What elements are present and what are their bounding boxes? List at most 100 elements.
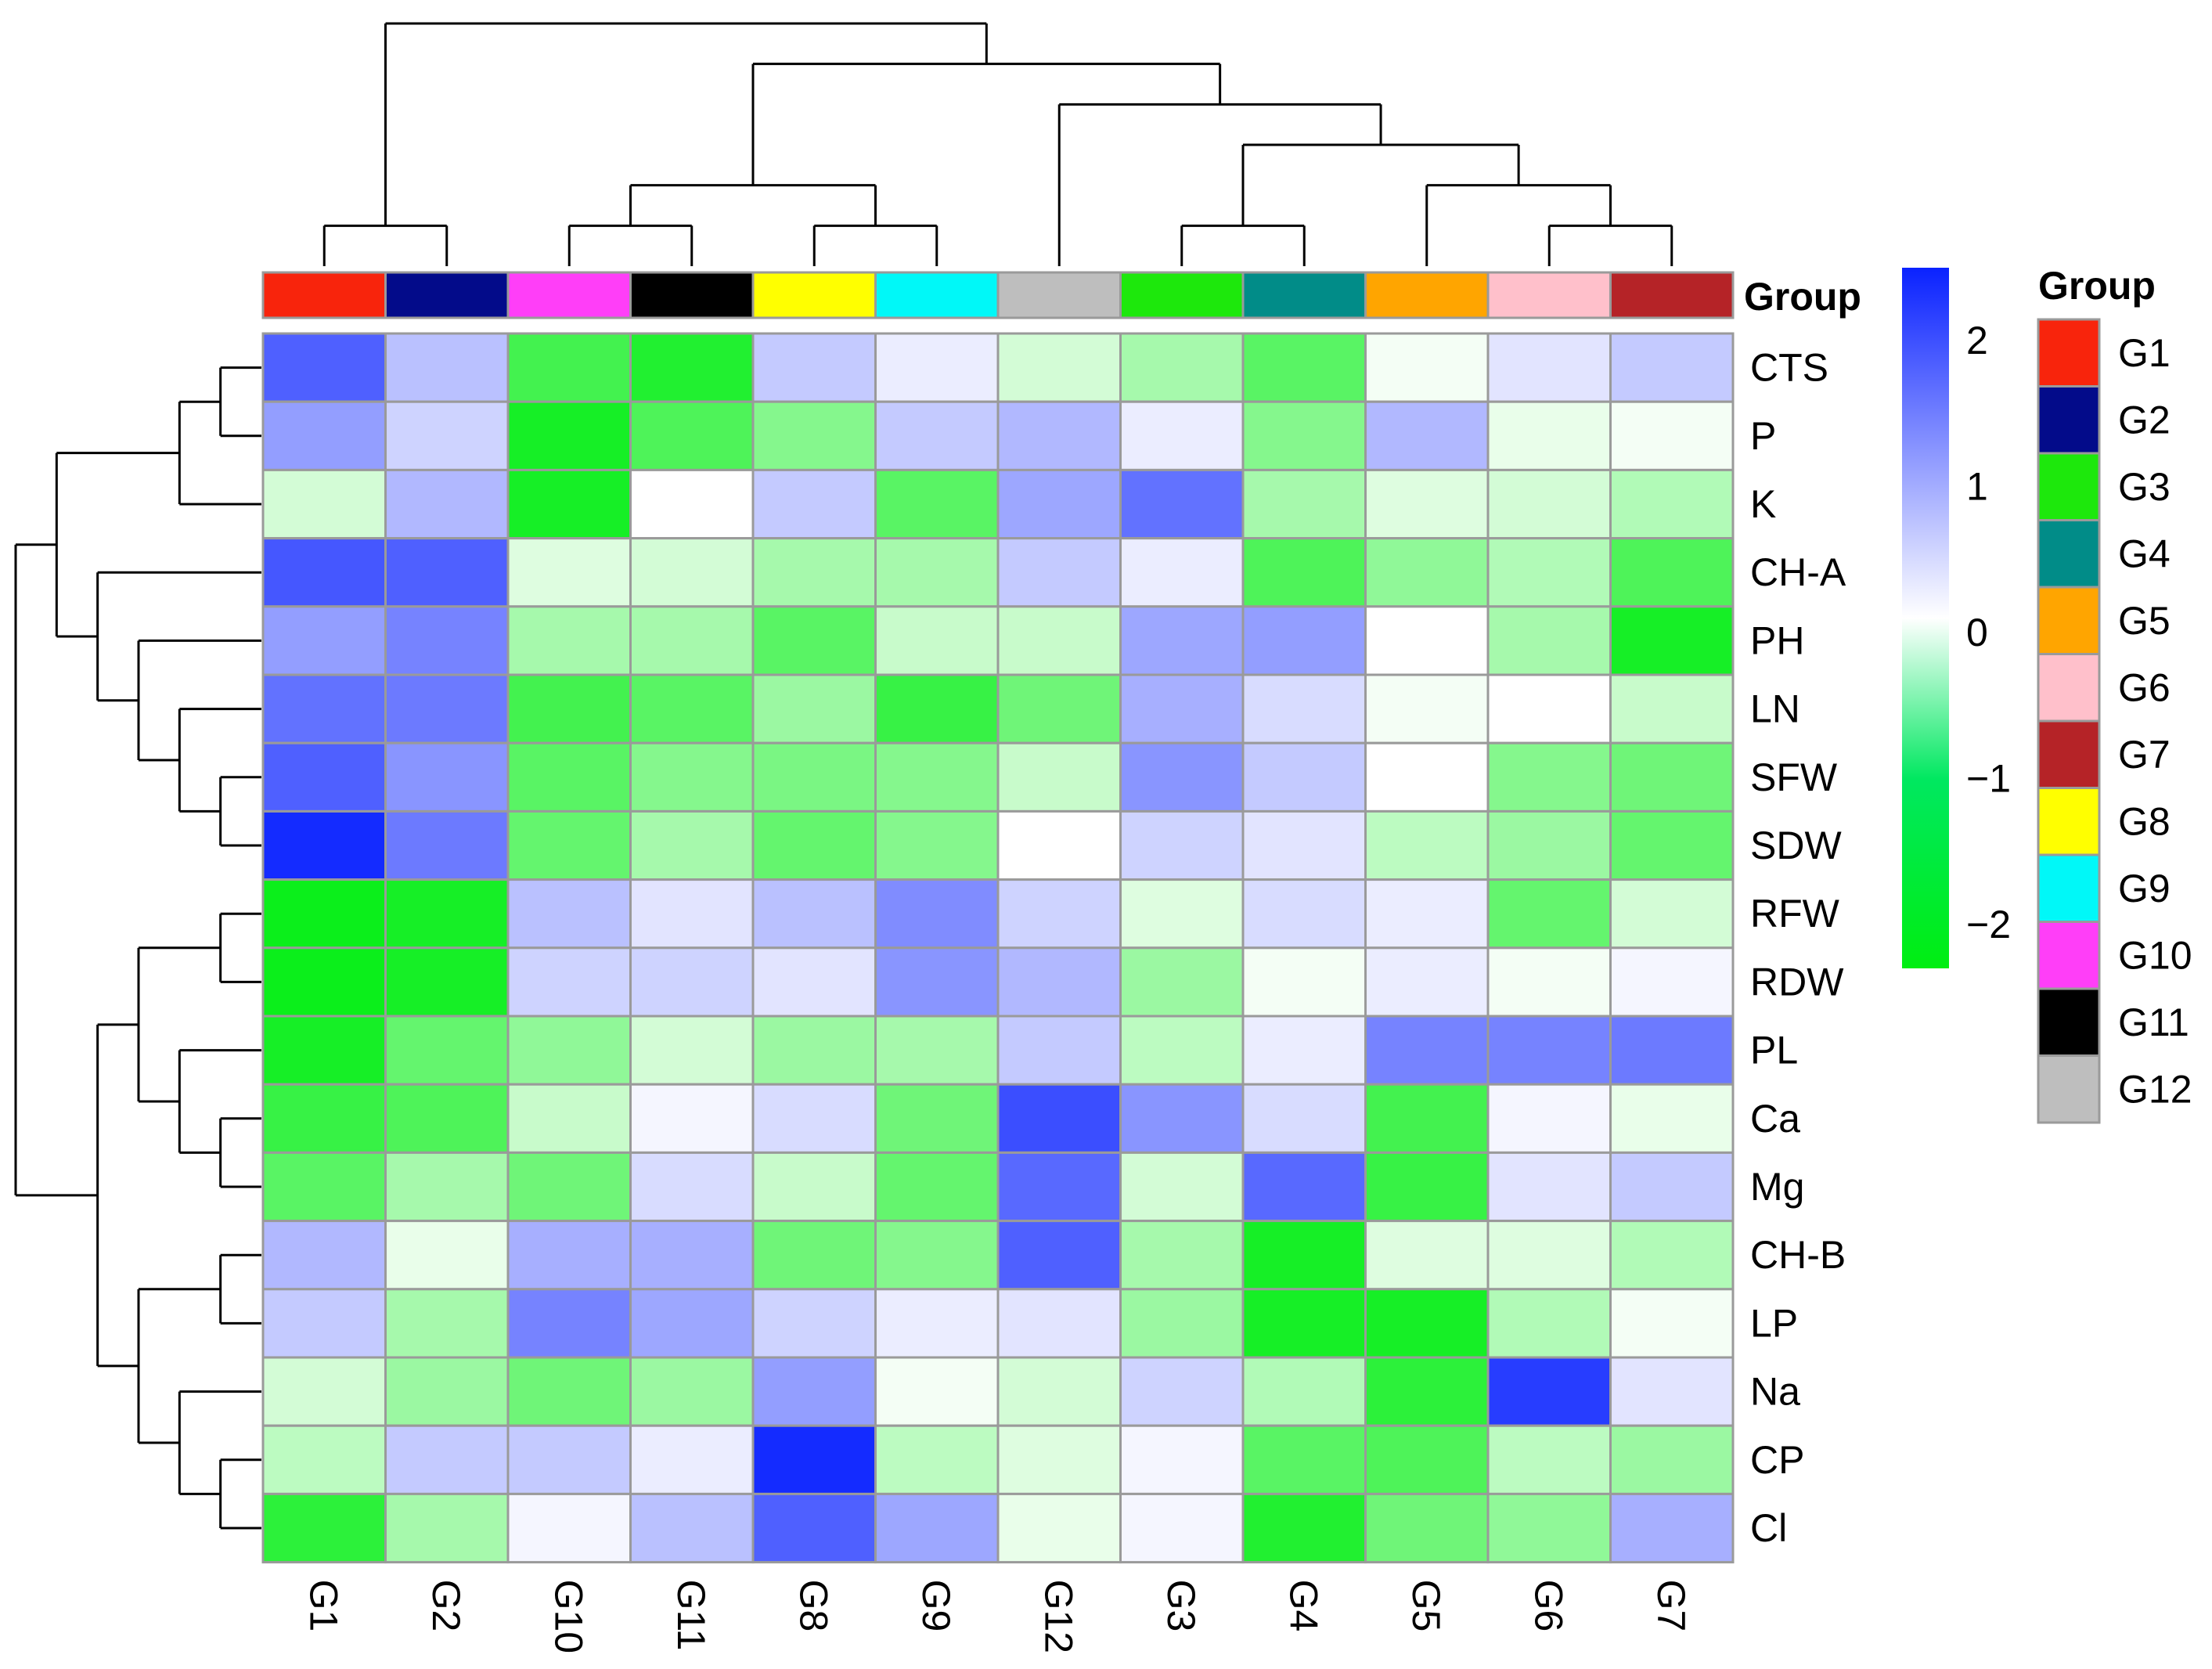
heatmap-cell <box>1241 878 1367 950</box>
legend-label: G2 <box>2118 398 2171 442</box>
heatmap-cell <box>751 741 877 813</box>
heatmap-cell <box>506 1356 632 1427</box>
heatmap-cell <box>384 1015 510 1086</box>
heatmap-cell <box>996 1288 1122 1359</box>
heatmap-cell <box>1486 1492 1612 1564</box>
color-scale-gradient <box>1902 268 1949 968</box>
heatmap-cell <box>751 605 877 676</box>
heatmap-cell <box>629 673 755 744</box>
heatmap-cell <box>1486 1015 1612 1086</box>
heatmap-cell <box>384 946 510 1018</box>
heatmap-cell <box>261 1015 387 1086</box>
group-annotation-cell <box>1609 271 1735 319</box>
heatmap-cell <box>1609 1151 1735 1223</box>
legend-swatch <box>2037 787 2101 856</box>
heatmap-cell <box>261 605 387 676</box>
heatmap-cell <box>506 605 632 676</box>
heatmap-cell <box>1241 332 1367 403</box>
row-label: PH <box>1750 618 1804 662</box>
column-label: G11 <box>669 1580 713 1651</box>
group-annotation-cell <box>1364 271 1490 319</box>
heatmap-cell <box>1241 605 1367 676</box>
heatmap-cell <box>629 1220 755 1291</box>
heatmap-cell <box>751 946 877 1018</box>
group-annotation-cell <box>1486 271 1612 319</box>
heatmap-cell <box>874 1356 1000 1427</box>
heatmap-cell <box>751 1220 877 1291</box>
legend-swatch <box>2037 318 2101 388</box>
heatmap-cell <box>1119 878 1245 950</box>
heatmap-cell <box>751 1288 877 1359</box>
heatmap-cell <box>1364 1424 1490 1495</box>
heatmap-cell <box>629 809 755 881</box>
heatmap-cell <box>261 1151 387 1223</box>
heatmap-cell <box>874 1492 1000 1564</box>
heatmap-cell <box>629 400 755 471</box>
group-legend: G1 G2 G3 G4 G5 G6 G7 G8 G9 G10 G11 G12 <box>2037 318 2192 1124</box>
heatmap-cell <box>1241 946 1367 1018</box>
heatmap-cell <box>506 537 632 608</box>
heatmap-cell <box>751 809 877 881</box>
heatmap-cell <box>874 878 1000 950</box>
legend-swatch <box>2037 921 2101 990</box>
heatmap-cell <box>1609 741 1735 813</box>
heatmap-cell <box>506 1492 632 1564</box>
heatmap-cell <box>874 332 1000 403</box>
heatmap-cell <box>751 1015 877 1086</box>
heatmap-cell <box>261 332 387 403</box>
heatmap-cell <box>261 878 387 950</box>
group-annotation-cell <box>1119 271 1245 319</box>
heatmap-cell <box>1241 1220 1367 1291</box>
heatmap-cell <box>384 673 510 744</box>
heatmap-cell <box>629 332 755 403</box>
heatmap-cell <box>629 1424 755 1495</box>
legend-label: G3 <box>2118 465 2171 509</box>
heatmap-cell <box>1119 1015 1245 1086</box>
heatmap-cell <box>1241 1424 1367 1495</box>
heatmap-cell <box>629 1083 755 1154</box>
color-scale-tick-label: 0 <box>1966 611 1988 654</box>
heatmap-cell <box>751 1083 877 1154</box>
heatmap-cell <box>1119 741 1245 813</box>
legend-label: G10 <box>2118 933 2192 977</box>
heatmap-cell <box>1119 1220 1245 1291</box>
legend-label: G5 <box>2118 599 2171 643</box>
heatmap-cell <box>629 1492 755 1564</box>
legend-label: G1 <box>2118 331 2171 375</box>
row-label: CTS <box>1750 346 1828 390</box>
heatmap-cell <box>384 332 510 403</box>
heatmap-cell <box>384 1492 510 1564</box>
heatmap-cell <box>751 400 877 471</box>
heatmap-cell <box>261 468 387 540</box>
column-label: G2 <box>424 1580 468 1632</box>
heatmap-cell <box>751 332 877 403</box>
heatmap-cell <box>874 1083 1000 1154</box>
heatmap-cell <box>1364 605 1490 676</box>
heatmap-cell <box>1609 1356 1735 1427</box>
column-label: G6 <box>1526 1580 1570 1632</box>
heatmap-cell <box>751 537 877 608</box>
heatmap-cell <box>874 605 1000 676</box>
group-annotation-cell <box>874 271 1000 319</box>
heatmap-cell <box>1364 1356 1490 1427</box>
heatmap-cell <box>1241 809 1367 881</box>
heatmap-cell <box>996 1151 1122 1223</box>
heatmap-cell <box>996 1492 1122 1564</box>
heatmap-cell <box>1119 1424 1245 1495</box>
heatmap-cell <box>1119 1356 1245 1427</box>
group-annotation-cell <box>506 271 632 319</box>
heatmap-cell <box>1486 1288 1612 1359</box>
heatmap-cell <box>384 1356 510 1427</box>
legend-swatch <box>2037 987 2101 1057</box>
heatmap-cell <box>1241 1015 1367 1086</box>
heatmap-cell <box>629 878 755 950</box>
heatmap-cell <box>1609 605 1735 676</box>
heatmap-cell <box>384 741 510 813</box>
heatmap-cell <box>629 946 755 1018</box>
column-label: G5 <box>1404 1580 1448 1632</box>
heatmap-cell <box>1609 946 1735 1018</box>
heatmap-cell <box>874 1220 1000 1291</box>
heatmap-cell <box>1241 673 1367 744</box>
heatmap-cell <box>1119 1083 1245 1154</box>
heatmap-cell <box>1486 605 1612 676</box>
